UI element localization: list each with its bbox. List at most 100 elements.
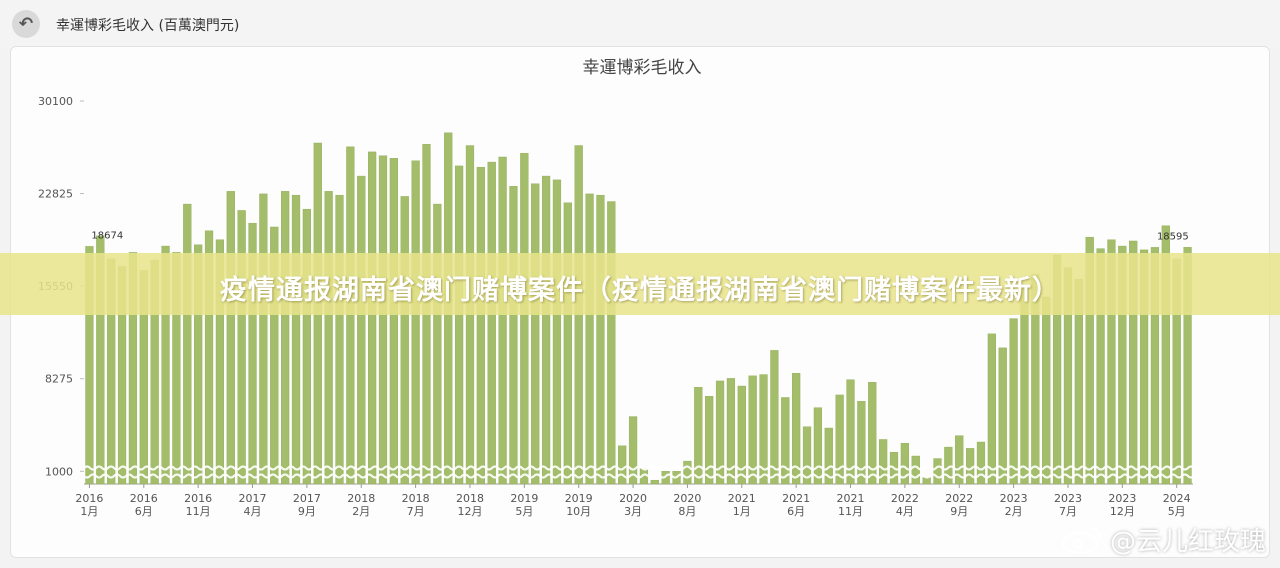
- x-tick-month: 10月: [566, 505, 591, 518]
- bar: [378, 155, 388, 485]
- bar: [281, 191, 290, 485]
- bar: [541, 175, 551, 485]
- bar: [563, 202, 572, 485]
- bar: [976, 441, 986, 485]
- x-tick-month: 2月: [352, 505, 370, 518]
- bar: [857, 401, 866, 485]
- bar: [237, 210, 246, 485]
- bar: [781, 397, 790, 485]
- x-tick-year: 2024: [1163, 492, 1191, 505]
- bar: [204, 230, 214, 485]
- bar: [1085, 236, 1094, 485]
- bar: [726, 378, 736, 485]
- watermark-text: @云儿红玫瑰: [1109, 527, 1266, 557]
- x-tick-year: 2018: [402, 492, 430, 505]
- bar: [650, 479, 659, 485]
- bar: [759, 374, 768, 485]
- bar: [705, 396, 714, 485]
- x-tick-year: 2023: [1054, 492, 1082, 505]
- bar: [531, 183, 540, 485]
- bar: [259, 193, 268, 485]
- x-tick-year: 2022: [891, 492, 919, 505]
- x-tick-month: 11月: [838, 505, 863, 518]
- y-tick-label: 22825: [38, 188, 73, 201]
- x-tick-month: 12月: [457, 505, 482, 518]
- bar: [346, 146, 355, 485]
- bar: [270, 226, 279, 485]
- x-tick-month: 12月: [1110, 505, 1135, 518]
- watermark: @云儿红玫瑰: [1060, 521, 1266, 558]
- x-tick-month: 8月: [678, 505, 696, 518]
- data-label: 18595: [1157, 231, 1189, 242]
- x-tick-month: 4月: [244, 505, 262, 518]
- x-tick-year: 2021: [728, 492, 756, 505]
- bar: [487, 161, 496, 485]
- x-tick-year: 2020: [619, 492, 647, 505]
- x-tick-month: 11月: [186, 505, 211, 518]
- x-tick-month: 9月: [950, 505, 968, 518]
- x-tick-month: 9月: [298, 505, 316, 518]
- bar: [933, 458, 942, 485]
- bar: [1096, 248, 1105, 485]
- bar: [411, 160, 420, 485]
- x-tick-year: 2017: [239, 492, 267, 505]
- bar: [128, 252, 138, 485]
- bar: [1129, 240, 1138, 485]
- x-tick-year: 2023: [1108, 492, 1136, 505]
- bar: [715, 380, 725, 485]
- bar: [607, 201, 616, 485]
- bar: [172, 252, 181, 485]
- x-tick-year: 2022: [945, 492, 973, 505]
- top-bar: ↶ 幸運博彩毛收入 (百萬澳門元): [0, 0, 1280, 48]
- x-tick-month: 7月: [1059, 505, 1077, 518]
- y-tick-label: 8275: [45, 373, 73, 386]
- page-title: 幸運博彩毛收入 (百萬澳門元): [56, 18, 240, 34]
- bar: [1009, 318, 1018, 485]
- bar: [291, 194, 301, 485]
- bar: [1139, 249, 1149, 485]
- x-tick-year: 2023: [1000, 492, 1028, 505]
- x-tick-year: 2020: [673, 492, 701, 505]
- bar: [813, 407, 823, 485]
- bar: [824, 427, 833, 485]
- bar: [215, 239, 225, 485]
- bar: [1107, 239, 1116, 485]
- bar: [389, 158, 398, 485]
- x-tick-month: 1月: [733, 505, 751, 518]
- x-tick-month: 5月: [1168, 505, 1186, 518]
- weibo-icon: [1061, 527, 1102, 554]
- bar: [944, 446, 953, 485]
- x-tick-year: 2018: [347, 492, 375, 505]
- x-tick-month: 4月: [896, 505, 914, 518]
- chart-title: 幸運博彩毛收入: [583, 58, 702, 78]
- headline-text: 疫情通报湖南省澳门赌博案件（疫情通报湖南省澳门赌博案件最新）: [220, 275, 1060, 306]
- x-tick-month: 5月: [515, 505, 533, 518]
- bar: [1042, 296, 1051, 485]
- bar: [868, 382, 877, 485]
- back-button[interactable]: ↶: [12, 10, 40, 38]
- x-tick-month: 6月: [787, 505, 805, 518]
- x-tick-year: 2021: [782, 492, 810, 505]
- bar: [596, 194, 605, 485]
- bar: [509, 186, 518, 485]
- headline-banner: [0, 253, 1280, 315]
- bar: [748, 375, 757, 485]
- bar: [183, 203, 192, 485]
- bar: [1150, 247, 1160, 485]
- axis-break-wave: [83, 465, 1201, 471]
- bar: [368, 151, 377, 485]
- bar: [433, 203, 442, 485]
- bar: [1020, 286, 1029, 485]
- x-tick-year: 2016: [130, 492, 158, 505]
- x-tick-year: 2019: [510, 492, 538, 505]
- data-label: 18674: [91, 230, 123, 241]
- bar: [683, 460, 692, 485]
- bar: [324, 191, 333, 485]
- bar: [585, 193, 594, 485]
- back-arrow-icon: ↶: [18, 14, 34, 34]
- bar: [357, 175, 366, 485]
- x-tick-year: 2017: [293, 492, 321, 505]
- y-tick-label: 1000: [45, 465, 73, 478]
- bar: [987, 333, 996, 485]
- x-tick-year: 2016: [184, 492, 212, 505]
